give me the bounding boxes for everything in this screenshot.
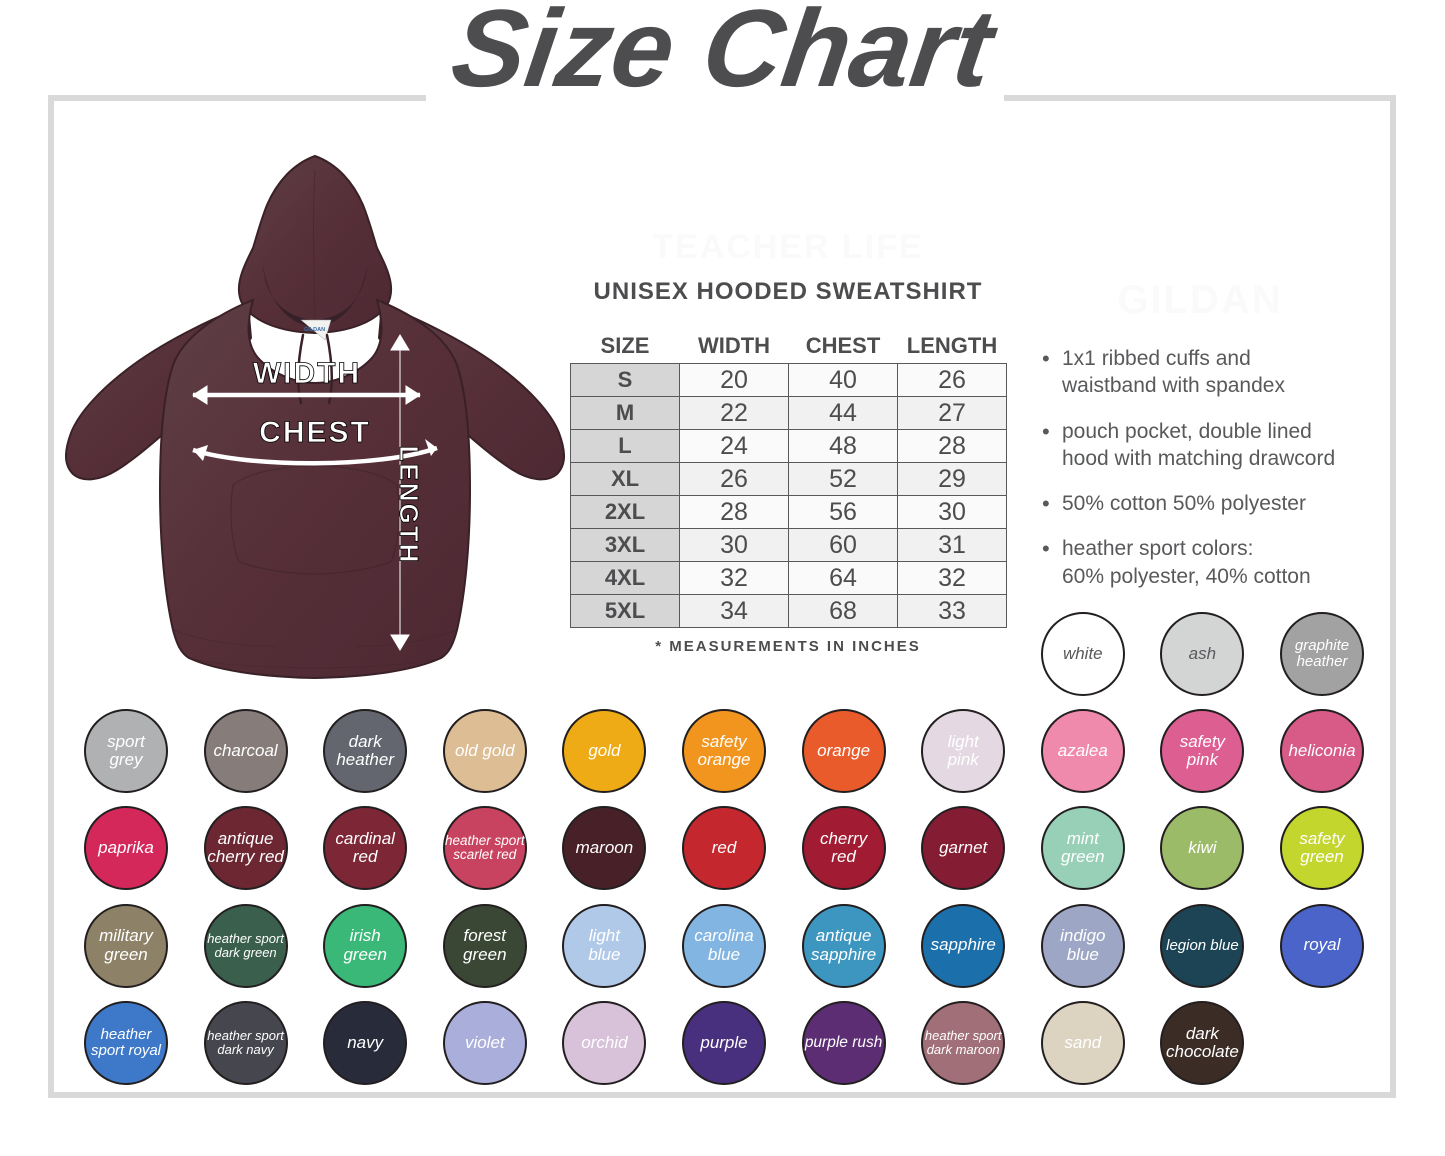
svg-text:GILDAN: GILDAN (304, 327, 325, 333)
svg-text:LENGTH: LENGTH (394, 446, 424, 565)
svg-text:CHEST: CHEST (259, 416, 371, 449)
svg-text:WIDTH: WIDTH (253, 357, 361, 390)
